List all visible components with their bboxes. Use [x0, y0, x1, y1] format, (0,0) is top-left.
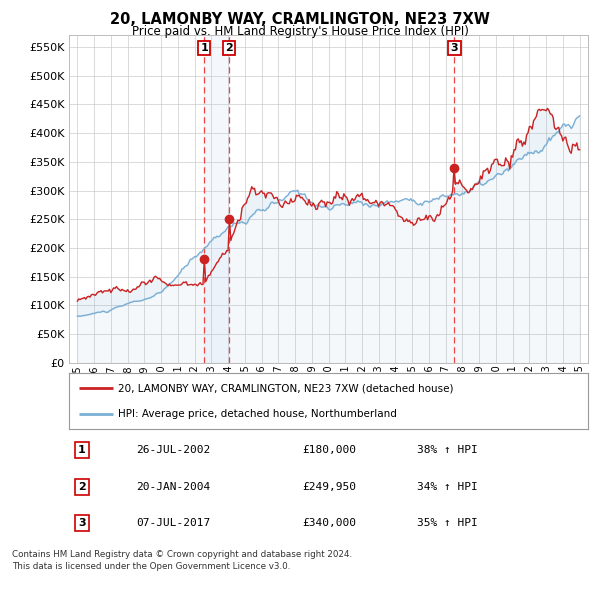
Text: 3: 3	[78, 519, 86, 528]
Text: 34% ↑ HPI: 34% ↑ HPI	[417, 482, 478, 491]
Bar	[204, 35, 229, 363]
Text: 1: 1	[78, 445, 86, 455]
Text: This data is licensed under the Open Government Licence v3.0.: This data is licensed under the Open Gov…	[12, 562, 290, 571]
Text: HPI: Average price, detached house, Northumberland: HPI: Average price, detached house, Nort…	[118, 409, 397, 419]
Text: Contains HM Land Registry data © Crown copyright and database right 2024.: Contains HM Land Registry data © Crown c…	[12, 550, 352, 559]
Text: 20, LAMONBY WAY, CRAMLINGTON, NE23 7XW: 20, LAMONBY WAY, CRAMLINGTON, NE23 7XW	[110, 12, 490, 27]
Text: 26-JUL-2002: 26-JUL-2002	[136, 445, 211, 455]
Text: £340,000: £340,000	[302, 519, 356, 528]
Text: 20-JAN-2004: 20-JAN-2004	[136, 482, 211, 491]
Text: 38% ↑ HPI: 38% ↑ HPI	[417, 445, 478, 455]
Text: 3: 3	[451, 43, 458, 53]
Text: £180,000: £180,000	[302, 445, 356, 455]
Text: 2: 2	[78, 482, 86, 491]
Text: 35% ↑ HPI: 35% ↑ HPI	[417, 519, 478, 528]
Text: 1: 1	[200, 43, 208, 53]
Text: 2: 2	[225, 43, 233, 53]
Text: 20, LAMONBY WAY, CRAMLINGTON, NE23 7XW (detached house): 20, LAMONBY WAY, CRAMLINGTON, NE23 7XW (…	[118, 383, 454, 393]
Text: Price paid vs. HM Land Registry's House Price Index (HPI): Price paid vs. HM Land Registry's House …	[131, 25, 469, 38]
Text: 07-JUL-2017: 07-JUL-2017	[136, 519, 211, 528]
Text: £249,950: £249,950	[302, 482, 356, 491]
